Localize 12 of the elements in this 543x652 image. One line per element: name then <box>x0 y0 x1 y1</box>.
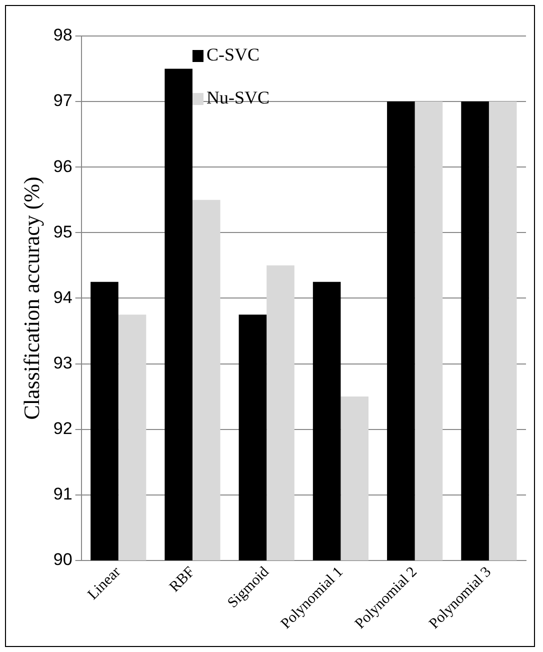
legend-label: C-SVC <box>206 44 260 65</box>
legend-label: Nu-SVC <box>206 88 270 108</box>
y-tick-label: 97 <box>53 91 72 110</box>
y-tick-label: 94 <box>53 288 72 307</box>
y-tick-label: 92 <box>53 418 72 438</box>
y-tick-label: 96 <box>53 156 72 176</box>
y-tick-label: 90 <box>53 550 72 570</box>
y-tick-label: 91 <box>53 484 72 504</box>
y-tick-label: 93 <box>53 353 72 372</box>
y-tick-label: 98 <box>53 26 72 45</box>
y-axis-title: Classification accuracy (%) <box>18 176 44 420</box>
y-tick-label: 95 <box>53 222 72 242</box>
